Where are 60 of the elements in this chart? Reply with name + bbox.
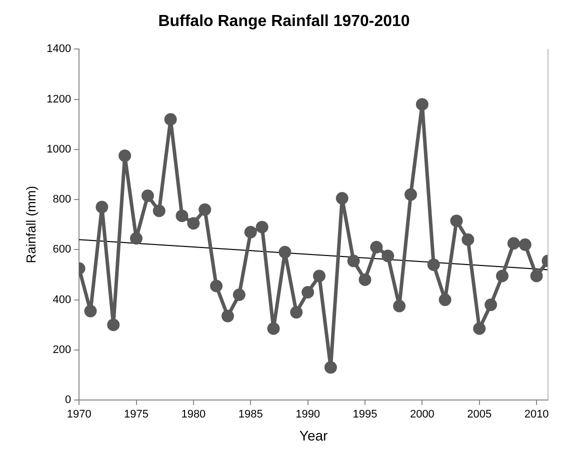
point bbox=[210, 280, 223, 292]
point bbox=[416, 98, 428, 111]
x-axis-title: Year bbox=[299, 427, 328, 444]
point bbox=[347, 254, 360, 268]
y-tick-label: 1000 bbox=[46, 143, 72, 156]
y-tick-label: 400 bbox=[52, 294, 72, 306]
point bbox=[427, 258, 440, 271]
point bbox=[152, 204, 166, 218]
x-tick-label: 1990 bbox=[296, 408, 320, 421]
point bbox=[176, 210, 188, 222]
x-tick-label: 1975 bbox=[124, 408, 148, 421]
point bbox=[232, 288, 246, 302]
point bbox=[222, 310, 234, 322]
point bbox=[256, 220, 268, 234]
x-tick-label: 1995 bbox=[352, 408, 378, 421]
point bbox=[164, 113, 177, 126]
point bbox=[118, 149, 132, 162]
point bbox=[404, 188, 418, 201]
point bbox=[336, 192, 348, 205]
y-tick-label: 0 bbox=[64, 394, 72, 406]
chart-title: Buffalo Range Rainfall 1970-2010 bbox=[158, 13, 410, 30]
point bbox=[302, 286, 314, 299]
point bbox=[198, 203, 212, 216]
point bbox=[244, 226, 257, 238]
y-axis-title: Rainfall (mm) bbox=[23, 186, 38, 264]
y-tick-label: 200 bbox=[52, 344, 72, 356]
point bbox=[496, 270, 508, 282]
point bbox=[96, 200, 108, 214]
x-tick-label: 1980 bbox=[181, 408, 206, 421]
point bbox=[130, 232, 143, 245]
y-tick-label: 800 bbox=[52, 194, 72, 206]
point bbox=[393, 300, 406, 312]
point bbox=[84, 304, 97, 318]
x-tick-label: 2005 bbox=[467, 408, 492, 421]
point bbox=[358, 273, 372, 286]
point bbox=[187, 217, 200, 230]
x-tick-label: 1970 bbox=[66, 408, 92, 421]
x-tick-label: 2000 bbox=[410, 408, 434, 421]
x-tick-label: 2010 bbox=[524, 408, 549, 421]
point bbox=[290, 306, 303, 319]
point bbox=[313, 270, 326, 282]
point bbox=[324, 361, 337, 374]
point bbox=[507, 237, 520, 250]
point bbox=[473, 322, 486, 335]
point bbox=[518, 238, 532, 251]
point bbox=[370, 240, 383, 254]
x-tick-label: 1985 bbox=[238, 408, 263, 421]
point bbox=[438, 294, 452, 306]
point bbox=[450, 214, 463, 228]
point bbox=[267, 322, 280, 335]
point bbox=[530, 270, 543, 282]
point bbox=[382, 250, 394, 262]
point bbox=[107, 318, 120, 332]
y-tick-label: 600 bbox=[52, 244, 72, 256]
point bbox=[462, 233, 474, 246]
y-tick-label: 1200 bbox=[46, 93, 72, 106]
point bbox=[141, 190, 154, 202]
point bbox=[278, 246, 292, 258]
y-tick-label: 1400 bbox=[46, 43, 72, 56]
point bbox=[484, 298, 498, 312]
